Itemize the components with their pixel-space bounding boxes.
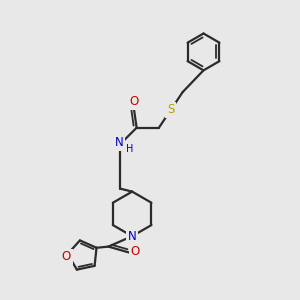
Text: S: S: [167, 103, 175, 116]
Text: N: N: [128, 230, 136, 243]
Text: O: O: [61, 250, 71, 263]
Text: O: O: [129, 95, 138, 108]
Text: N: N: [114, 136, 123, 149]
Text: O: O: [130, 244, 140, 258]
Text: H: H: [126, 143, 134, 154]
